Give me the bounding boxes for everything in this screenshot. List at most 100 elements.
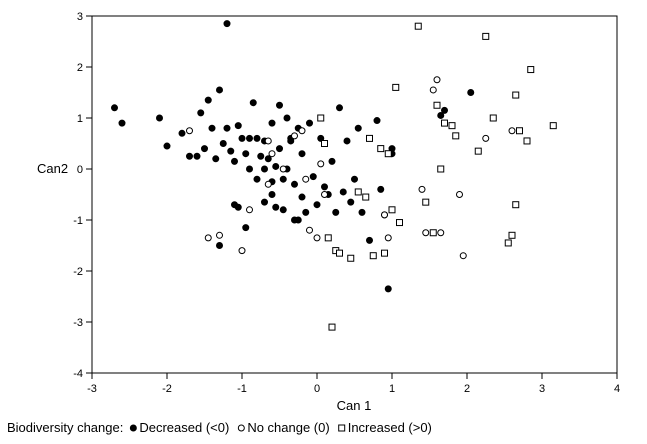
decreased-point [234,203,242,211]
no-change-point [246,206,253,214]
decreased-point [156,114,163,122]
legend-decreased-label: Decreased (<0) [139,420,229,435]
increased-point [512,91,520,99]
no-change-point [268,150,276,158]
decreased-point [306,119,313,127]
decreased-point [358,208,366,216]
increased-point [489,114,497,122]
decreased-point [246,165,253,173]
increased-point [474,147,482,155]
no-change-point [321,191,328,198]
increased-point [388,206,396,214]
increased-point [377,145,385,153]
decreased-point [238,134,246,142]
no-change-point [482,134,490,142]
y-tick-label: -3 [73,317,83,329]
increased-point [321,140,328,147]
increased-point [328,323,336,331]
increased-point [504,239,512,247]
decreased-point [347,198,355,206]
decreased-point [242,224,250,232]
plot-frame [91,15,618,374]
y-tick-label: -2 [73,266,83,278]
decreased-point [178,129,186,137]
no-change-point [459,252,467,260]
decreased-point [261,165,268,173]
decreased-point [212,155,220,163]
increased-point [441,119,448,127]
decreased-point [298,193,306,201]
decreased-point [317,134,325,142]
decreased-point [328,157,336,165]
decreased-point [384,285,392,293]
y-axis-label: Can2 [37,161,68,176]
x-axis: -3 -2 -1 0 1 2 3 4 [87,373,620,395]
no-change-point [298,127,306,135]
decreased-point [227,147,235,155]
decreased-point [302,208,310,216]
decreased-point [201,145,208,153]
decreased-point [272,203,280,211]
decreased-point [197,109,205,117]
increased-point [414,22,422,30]
increased-point [392,83,400,91]
decreased-point [253,134,261,142]
decreased-point [219,140,227,147]
legend-increased-label: Increased (>0) [348,420,432,435]
y-tick-label: -1 [73,215,83,227]
decreased-point [223,124,231,132]
increased-point [362,193,370,201]
increased-point [354,188,362,196]
increased-point [381,249,388,257]
y-tick-label: 1 [77,113,83,125]
decreased-point [253,175,261,183]
legend-no-change-marker [237,424,245,432]
decreased-point [388,145,396,153]
no-change-point [433,76,441,84]
decreased-point [257,152,265,160]
increased-point [396,219,403,227]
no-change-point [422,229,430,237]
no-change-point [306,226,313,234]
no-change-point [264,180,272,188]
no-change-point [238,247,246,255]
decreased-point [246,134,253,142]
decreased-point [279,175,287,183]
increased-point [429,229,437,237]
decreased-point [216,86,223,94]
decreased-point [234,122,242,130]
no-change-point [186,127,193,135]
decreased-point [294,216,302,224]
decreased-point [354,124,362,132]
decreased-point [343,137,351,145]
x-tick-label: 4 [614,383,620,395]
decreased-point [193,152,201,160]
decreased-point [332,208,340,216]
increased-point [523,137,531,145]
legend: Biodiversity change: Decreased (<0) No cha… [7,420,432,435]
decreased-point [309,173,317,181]
decreased-point [268,119,276,127]
decreased-point [276,145,283,153]
increased-point [422,198,430,206]
decreased-point [321,183,328,191]
decreased-point [298,150,306,158]
decreased-point [216,242,223,249]
decreased-point [249,99,257,107]
decreased-point [377,185,385,193]
legend-increased-marker [338,424,346,432]
increased-point [452,132,460,140]
x-tick-label: -3 [87,383,97,395]
y-tick-label: 0 [77,164,83,176]
x-axis-label: Can 1 [337,398,372,413]
increased-point [369,252,377,260]
increased-point [516,127,523,135]
decreased-point [291,180,298,188]
increased-point [549,122,557,130]
decreased-point [373,117,381,125]
legend-no-change-label: No change (0) [247,420,329,435]
decreased-point [231,157,238,165]
decreased-point [223,20,231,28]
